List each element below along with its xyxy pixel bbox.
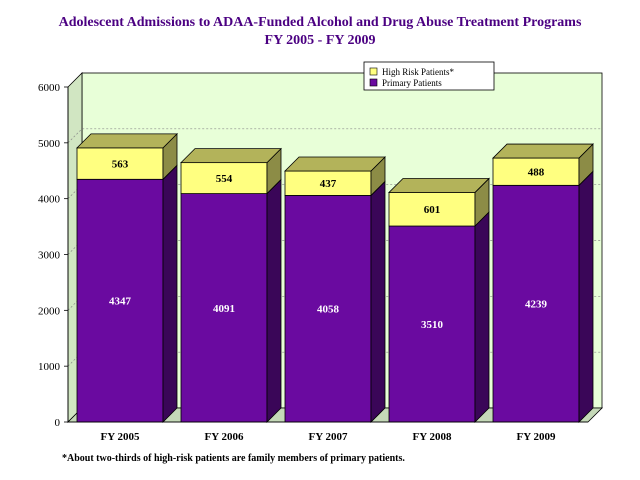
- bar-side: [578, 170, 594, 423]
- bar-top: [284, 156, 386, 172]
- x-axis: FY 2005 FY 2006 FY 2007 FY 2008 FY 2009: [68, 421, 588, 443]
- bar-segment: 3510: [388, 211, 490, 423]
- bar-segment: 554: [180, 147, 282, 195]
- y-axis: 0 1000 2000 3000 4000 5000 6000: [38, 82, 69, 429]
- bar-front: [284, 195, 372, 423]
- data-label: 554: [216, 173, 233, 185]
- legend-label: Primary Patients: [382, 78, 442, 88]
- bar-segment: 4347: [76, 164, 178, 423]
- bar-top: [388, 178, 490, 193]
- legend-box: [363, 61, 495, 91]
- data-label: 437: [320, 178, 337, 190]
- bar-front: [492, 184, 580, 423]
- bar-front: [180, 162, 268, 194]
- x-tick-label: FY 2005: [100, 431, 140, 443]
- bar-segment: 563: [76, 132, 178, 181]
- y-tick-label: 2000: [38, 305, 61, 317]
- x-tick-label: FY 2007: [308, 431, 348, 443]
- bar-side: [162, 164, 178, 423]
- bar-segment: 4091: [180, 178, 282, 423]
- bar-segment: 601: [388, 177, 490, 227]
- bar-front: [180, 193, 268, 423]
- x-tick-label: FY 2008: [412, 431, 452, 443]
- bar-segment: 488: [492, 143, 594, 187]
- x-tick-label: FY 2009: [516, 431, 556, 443]
- y-tick-label: 1000: [38, 361, 61, 373]
- data-label: 563: [112, 159, 129, 171]
- bar-side: [370, 180, 386, 423]
- data-label: 4347: [109, 296, 132, 308]
- data-label: 4239: [525, 299, 548, 311]
- chart-title: Adolescent Admissions to ADAA-Funded Alc…: [58, 15, 582, 30]
- x-tick-label: FY 2006: [204, 431, 244, 443]
- bar-front: [388, 192, 476, 227]
- bar-front: [284, 170, 372, 196]
- bar-side: [266, 178, 282, 423]
- data-label: 3510: [421, 319, 444, 331]
- legend-swatch: [369, 78, 378, 87]
- bar-segment: 4058: [284, 180, 386, 423]
- legend-label: High Risk Patients*: [382, 67, 455, 77]
- bar-side: [474, 211, 490, 423]
- bar-front: [388, 225, 476, 423]
- data-label: 4091: [213, 303, 235, 315]
- legend-swatch: [369, 67, 378, 76]
- data-label: 488: [528, 167, 545, 179]
- bar-front: [492, 157, 580, 186]
- bar-top: [76, 133, 178, 149]
- bars: 4347 563 4091 554 4058 437 3510 601 4239 488: [76, 132, 594, 423]
- data-label: 601: [424, 204, 441, 216]
- y-tick-label: 4000: [38, 194, 61, 206]
- bar-segment: 437: [284, 156, 386, 197]
- y-tick-label: 3000: [38, 250, 61, 262]
- y-tick-label: 5000: [38, 138, 61, 150]
- y-tick-label: 6000: [38, 82, 61, 94]
- y-tick-label: 0: [55, 417, 61, 429]
- data-label: 4058: [317, 304, 340, 316]
- chart-subtitle: FY 2005 - FY 2009: [264, 33, 376, 48]
- bar-segment: 4239: [492, 170, 594, 423]
- bar-top: [180, 148, 282, 164]
- legend: High Risk Patients*Primary Patients: [363, 61, 495, 91]
- footnote: *About two-thirds of high-risk patients …: [62, 453, 405, 464]
- bar-top: [492, 143, 594, 159]
